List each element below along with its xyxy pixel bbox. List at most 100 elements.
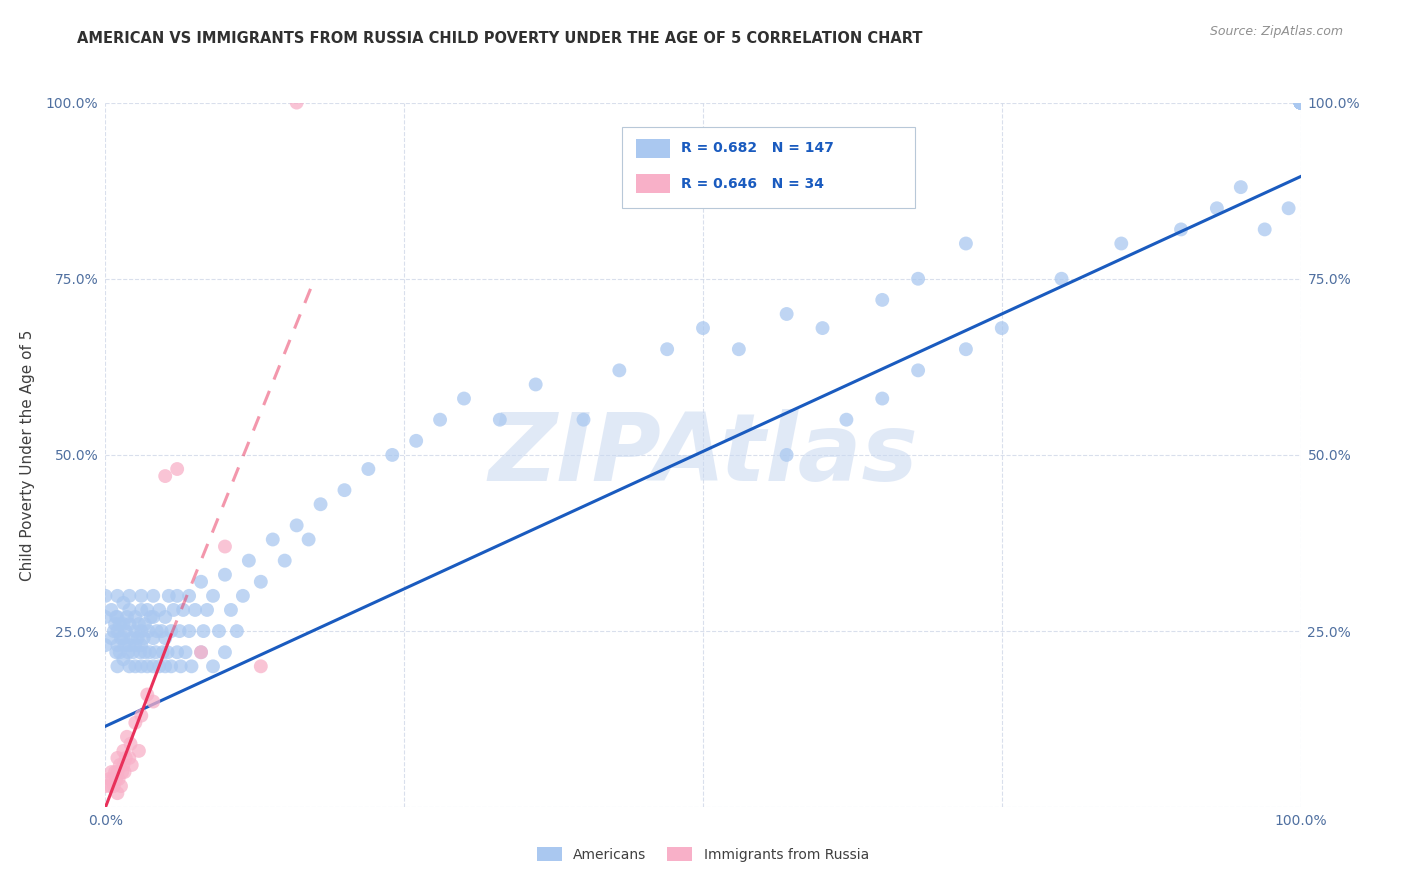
Text: R = 0.646   N = 34: R = 0.646 N = 34 [682, 177, 824, 191]
Point [238, 553, 260, 568]
Point [728, 343, 751, 357]
Point [103, 624, 125, 639]
Point [1289, 95, 1312, 110]
Point [811, 321, 834, 335]
Point [107, 659, 129, 673]
Point [107, 638, 129, 652]
Point [193, 624, 215, 639]
Point [107, 751, 129, 765]
Y-axis label: Child Poverty Under the Age of 5: Child Poverty Under the Age of 5 [20, 329, 35, 581]
Point [108, 645, 131, 659]
Point [907, 363, 929, 377]
Point [1289, 95, 1312, 110]
Point [117, 645, 139, 659]
Point [98, 779, 121, 793]
Point [202, 589, 225, 603]
Point [174, 645, 197, 659]
Point [142, 659, 165, 673]
Point [94, 610, 117, 624]
Point [121, 631, 143, 645]
Point [692, 321, 714, 335]
Point [180, 659, 202, 673]
Point [112, 631, 135, 645]
Text: ZIPAtlas: ZIPAtlas [488, 409, 918, 501]
Point [124, 659, 146, 673]
Point [100, 765, 122, 780]
Point [129, 589, 153, 603]
Point [110, 779, 132, 793]
Point [835, 412, 858, 427]
Point [100, 603, 122, 617]
Point [453, 392, 475, 406]
Point [153, 631, 177, 645]
Point [285, 95, 308, 110]
Point [1050, 271, 1073, 285]
Text: AMERICAN VS IMMIGRANTS FROM RUSSIA CHILD POVERTY UNDER THE AGE OF 5 CORRELATION : AMERICAN VS IMMIGRANTS FROM RUSSIA CHILD… [77, 31, 922, 46]
Point [1289, 95, 1312, 110]
Point [1254, 222, 1277, 236]
Point [955, 236, 977, 251]
Point [262, 533, 284, 547]
Point [129, 624, 153, 639]
Point [177, 624, 201, 639]
Point [107, 786, 129, 800]
Point [122, 645, 145, 659]
Point [202, 659, 225, 673]
Point [112, 758, 135, 772]
Point [172, 603, 194, 617]
Point [157, 589, 180, 603]
Point [108, 758, 131, 772]
Point [655, 343, 678, 357]
Point [120, 737, 142, 751]
Point [124, 624, 146, 639]
Point [142, 695, 165, 709]
Point [94, 589, 117, 603]
Point [146, 624, 169, 639]
Point [104, 617, 127, 632]
Point [170, 659, 193, 673]
Point [776, 307, 799, 321]
Point [1289, 95, 1312, 110]
Point [118, 589, 141, 603]
Point [104, 765, 127, 780]
Point [136, 659, 159, 673]
Point [872, 392, 894, 406]
FancyBboxPatch shape [621, 128, 914, 209]
Point [250, 574, 273, 589]
Point [114, 638, 136, 652]
Point [112, 744, 135, 758]
Point [132, 631, 155, 645]
Point [835, 180, 858, 194]
Point [309, 497, 332, 511]
Point [1289, 95, 1312, 110]
Point [121, 758, 143, 772]
Point [105, 772, 128, 786]
Point [381, 448, 404, 462]
Point [1289, 95, 1312, 110]
FancyBboxPatch shape [636, 138, 669, 158]
Point [1289, 95, 1312, 110]
Point [115, 730, 138, 744]
Point [166, 462, 188, 476]
Point [1289, 95, 1312, 110]
Point [190, 645, 212, 659]
Point [111, 765, 134, 780]
Point [219, 603, 242, 617]
Point [177, 589, 201, 603]
Point [1289, 95, 1312, 110]
Point [1206, 202, 1229, 216]
Point [1277, 202, 1299, 216]
Text: Source: ZipAtlas.com: Source: ZipAtlas.com [1209, 25, 1343, 38]
Point [112, 652, 135, 666]
Point [107, 589, 129, 603]
Point [110, 631, 132, 645]
Point [136, 603, 159, 617]
Point [872, 293, 894, 307]
Point [153, 469, 177, 483]
Point [98, 772, 121, 786]
Point [101, 772, 124, 786]
Point [153, 659, 177, 673]
Point [145, 645, 167, 659]
Point [990, 321, 1012, 335]
Point [1111, 236, 1133, 251]
